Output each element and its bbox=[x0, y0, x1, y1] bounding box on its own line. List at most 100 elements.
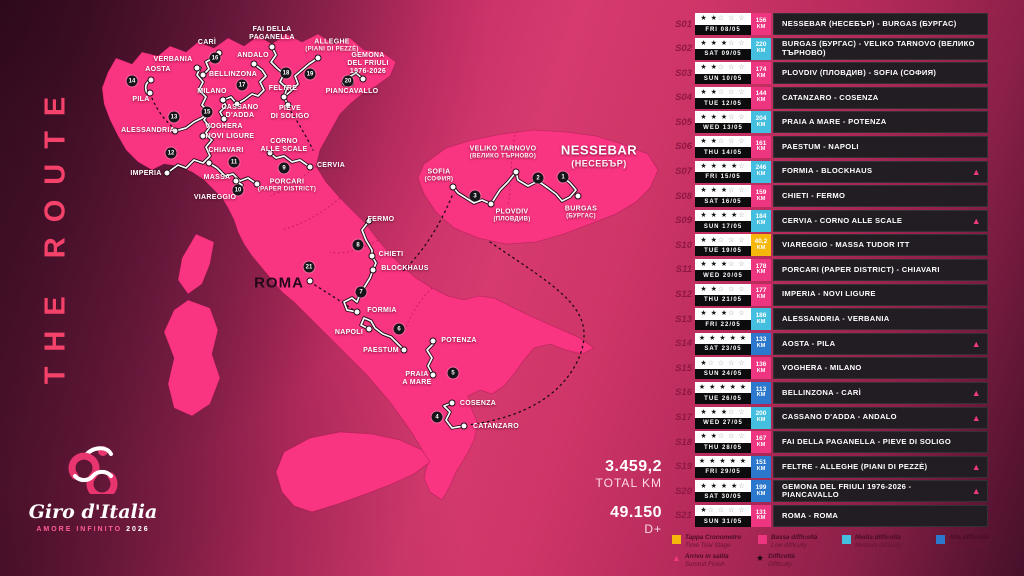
legend-item: Tappa Cronometro Time Trial Stage bbox=[672, 534, 741, 550]
stage-row: S21 ★ ☆ ☆ ☆ ☆ SUN 31/05 131 KM ROMA - ROMA bbox=[670, 504, 988, 527]
stage-id: S04 bbox=[675, 92, 692, 104]
stage-difficulty-date-box: ★ ★ ★ ☆ ☆ WED 13/05 bbox=[695, 111, 751, 134]
summit-finish-icon: ▲ bbox=[971, 387, 981, 398]
stage-distance-badge: 174 KM bbox=[751, 62, 771, 85]
stage-date: THU 28/05 bbox=[695, 442, 751, 454]
stage-route-text: CERVIA - CORNO ALLE SCALE bbox=[782, 215, 903, 225]
stage-row: S16 ★ ★ ★ ★ ★ TUE 26/05 113 KM BELLINZONA - C… bbox=[670, 381, 988, 404]
stage-row: S19 ★ ★ ★ ★ ★ FRI 29/05 151 KM FELTRE - ALLEG… bbox=[670, 455, 988, 478]
stage-route-text: VOGHERA - MILANO bbox=[782, 363, 862, 373]
stage-route-bar: IMPERIA - NOVI LIGURE bbox=[773, 283, 988, 306]
stage-difficulty-date-box: ★ ☆ ☆ ☆ ☆ SUN 24/05 bbox=[695, 357, 751, 380]
stage-difficulty-date-box: ★ ★ ★ ★ ☆ SUN 17/05 bbox=[695, 209, 751, 232]
elevation-value: 49.150 bbox=[610, 504, 662, 521]
stage-route-text: PAESTUM - NAPOLI bbox=[782, 141, 859, 151]
stage-difficulty-date-box: ★ ★ ★ ★ ★ FRI 29/05 bbox=[695, 455, 751, 478]
stage-route-bar: VIAREGGIO - MASSA TUDOR ITT bbox=[773, 234, 988, 257]
stage-route-text: FORMIA - BLOCKHAUS bbox=[782, 166, 873, 176]
stage-id: S07 bbox=[675, 166, 692, 178]
stage-route-bar: ROMA - ROMA bbox=[773, 504, 988, 527]
stage-date: THU 21/05 bbox=[695, 295, 751, 306]
summit-finish-icon: ▲ bbox=[672, 553, 681, 563]
stage-distance-badge: 133 KM bbox=[751, 332, 771, 355]
legend-item: ★ Difficoltà Difficulty bbox=[756, 553, 795, 569]
stage-route-bar: BELLINZONA - CARÌ ▲ bbox=[773, 381, 988, 404]
stage-distance-badge: 178 KM bbox=[751, 258, 771, 281]
stage-id: S02 bbox=[675, 43, 692, 55]
stage-difficulty-date-box: ★ ★ ★ ★ ☆ SAT 30/05 bbox=[695, 480, 751, 503]
stage-date: SUN 10/05 bbox=[695, 73, 751, 85]
difficulty-stars: ★ ★ ★ ☆ ☆ bbox=[695, 111, 751, 123]
stage-distance-badge: 199 KM bbox=[751, 480, 771, 503]
stage-list: S01 ★ ★ ☆ ☆ ☆ FRI 08/05 156 KM NESSEBAR (НЕСЕ… bbox=[670, 13, 988, 527]
total-km-value: 3.459,2 bbox=[605, 458, 662, 475]
stage-row: S05 ★ ★ ★ ☆ ☆ WED 13/05 204 KM PRAIA A MARE -… bbox=[670, 111, 988, 134]
stage-route-text: PRAIA A MARE - POTENZA bbox=[782, 117, 887, 127]
stage-distance-badge: 136 KM bbox=[751, 357, 771, 380]
legend: Tappa Cronometro Time Trial Stage Bassa di… bbox=[672, 534, 992, 574]
difficulty-stars: ★ ★ ★ ☆ ☆ bbox=[695, 406, 751, 418]
stage-distance-badge: 156 KM bbox=[751, 13, 771, 35]
stage-route-bar: CERVIA - CORNO ALLE SCALE ▲ bbox=[773, 209, 988, 232]
stage-distance-badge: 151 KM bbox=[751, 455, 771, 478]
stage-date: FRI 08/05 bbox=[695, 24, 751, 35]
stage-date: TUE 12/05 bbox=[695, 98, 751, 109]
stage-distance-badge: 113 KM bbox=[751, 381, 771, 404]
stage-row: S13 ★ ★ ★ ☆ ☆ FRI 22/05 186 KM ALESSANDRIA - … bbox=[670, 308, 988, 331]
stage-difficulty-date-box: ★ ★ ☆ ☆ ☆ FRI 08/05 bbox=[695, 13, 751, 35]
stage-id: S05 bbox=[675, 116, 692, 128]
difficulty-stars: ★ ★ ★ ★ ★ bbox=[695, 455, 751, 468]
transfer-line bbox=[287, 106, 314, 151]
stage-id: S08 bbox=[675, 190, 692, 202]
stage-distance-badge: 131 KM bbox=[751, 504, 771, 527]
stage-date: THU 14/05 bbox=[695, 147, 751, 158]
difficulty-stars: ★ ★ ☆ ☆ ☆ bbox=[695, 13, 751, 25]
stage-route-text: CASSANO D'ADDA - ANDALO bbox=[782, 412, 897, 422]
stage-route-bar: FORMIA - BLOCKHAUS ▲ bbox=[773, 160, 988, 183]
stage-distance-badge: 161 KM bbox=[751, 135, 771, 158]
stage-row: S02 ★ ★ ★ ☆ ☆ SAT 09/05 220 KM BURGAS (БУРГАС… bbox=[670, 37, 988, 60]
transfer-line bbox=[309, 281, 356, 312]
stage-distance-badge: 40,2 KM bbox=[751, 234, 771, 257]
difficulty-stars: ★ ★ ★ ☆ ☆ bbox=[695, 258, 751, 271]
stage-difficulty-date-box: ★ ★ ☆ ☆ ☆ SUN 10/05 bbox=[695, 62, 751, 85]
stage-date: TUE 26/05 bbox=[695, 393, 751, 404]
stage-route-bar: PLOVDIV (ПЛОВДИВ) - SOFIA (СОФИЯ) bbox=[773, 62, 988, 85]
stage-difficulty-date-box: ★ ★ ☆ ☆ ☆ THU 28/05 bbox=[695, 431, 751, 454]
stage-difficulty-date-box: ★ ★ ★ ☆ ☆ FRI 22/05 bbox=[695, 308, 751, 331]
stage-route-bar: GEMONA DEL FRIULI 1976-2026 - PIANCAVALL… bbox=[773, 480, 988, 503]
stage-date: SUN 31/05 bbox=[695, 516, 751, 527]
stage-difficulty-date-box: ★ ★ ★ ☆ ☆ WED 20/05 bbox=[695, 258, 751, 281]
stage-route-text: PORCARI (PAPER DISTRICT) - CHIAVARI bbox=[782, 264, 940, 274]
stage-route-bar: VOGHERA - MILANO bbox=[773, 357, 988, 380]
difficulty-stars: ★ ★ ☆ ☆ ☆ bbox=[695, 431, 751, 443]
stage-id: S09 bbox=[675, 215, 692, 227]
stage-distance-badge: 167 KM bbox=[751, 431, 771, 454]
stage-distance-badge: 184 KM bbox=[751, 209, 771, 232]
summit-finish-icon: ▲ bbox=[971, 412, 981, 423]
stage-difficulty-date-box: ★ ★ ★ ☆ ☆ WED 27/05 bbox=[695, 406, 751, 429]
difficulty-stars: ★ ★ ☆ ☆ ☆ bbox=[695, 86, 751, 99]
stage-date: FRI 22/05 bbox=[695, 319, 751, 331]
stage-route-bar: CHIETI - FERMO bbox=[773, 185, 988, 208]
stage-distance-badge: 159 KM bbox=[751, 185, 771, 208]
sicily-shape bbox=[275, 431, 431, 513]
stage-id: S15 bbox=[675, 362, 692, 374]
stage-route-text: BURGAS (БУРГАС) - VELIKO TARNOVO (ВЕЛИКО… bbox=[782, 39, 975, 57]
stage-difficulty-date-box: ★ ★ ★ ★ ☆ FRI 15/05 bbox=[695, 160, 751, 183]
stage-date: FRI 15/05 bbox=[695, 172, 751, 183]
legend-text: Alta difficoltà High difficulty bbox=[949, 534, 989, 549]
totals-block: 3.459,2 TOTAL KM 49.150 D+ bbox=[520, 458, 662, 536]
difficulty-stars: ★ ☆ ☆ ☆ ☆ bbox=[695, 357, 751, 369]
giro-logo: Giro d'Italia AMORE INFINITO 2026 bbox=[28, 442, 158, 533]
stage-row: S10 ★ ★ ☆ ☆ ☆ TUE 19/05 40,2 KM VIAREGGIO - M… bbox=[670, 234, 988, 257]
difficulty-stars: ★ ★ ★ ☆ ☆ bbox=[695, 37, 751, 50]
stage-date: SAT 16/05 bbox=[695, 196, 751, 208]
stage-row: S03 ★ ★ ☆ ☆ ☆ SUN 10/05 174 KM PLOVDIV (ПЛОВД… bbox=[670, 62, 988, 85]
stage-route-text: FAI DELLA PAGANELLA - PIEVE DI SOLIGO bbox=[782, 436, 952, 446]
stage-difficulty-date-box: ★ ★ ★ ★ ★ TUE 26/05 bbox=[695, 381, 751, 404]
giro-infinity-cyclist-icon bbox=[68, 446, 118, 500]
stage-row: S14 ★ ★ ★ ★ ★ SAT 23/05 133 KM AOSTA - PILA ▲ bbox=[670, 332, 988, 355]
legend-item: Bassa difficoltà Low difficulty bbox=[758, 534, 817, 550]
summit-finish-icon: ▲ bbox=[971, 338, 981, 349]
